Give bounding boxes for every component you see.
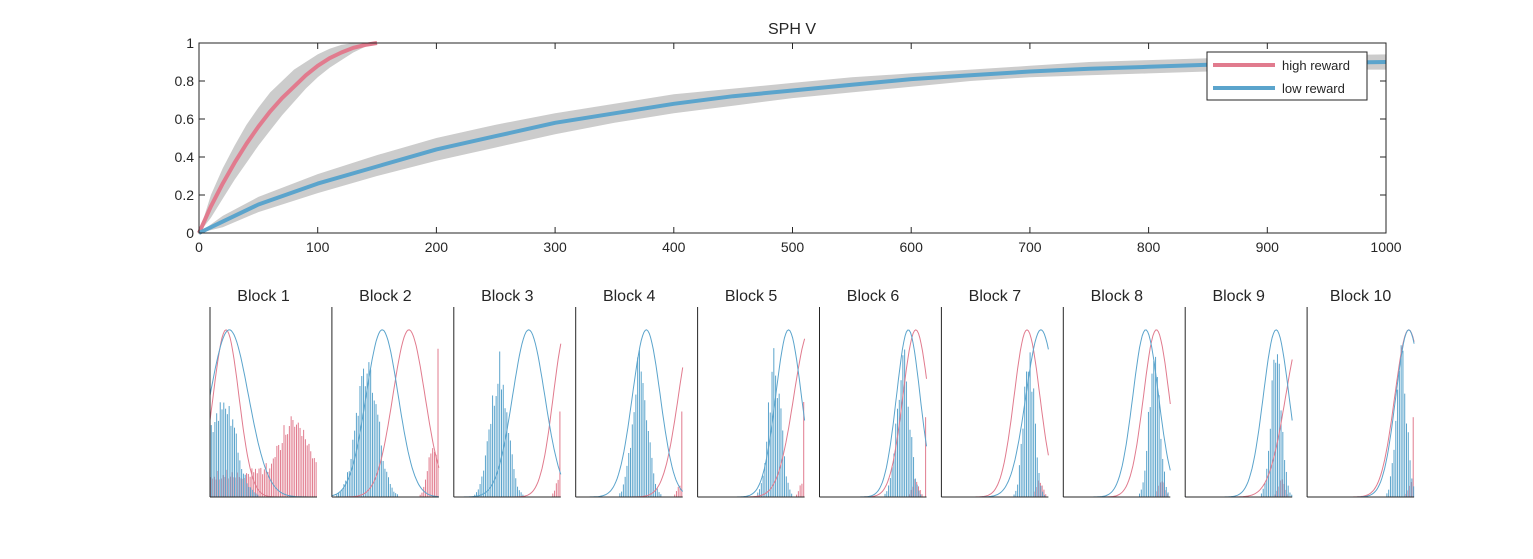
block-panels: Block 1 Block 2 Block 3 Block 4 Block 5 Block… bbox=[209, 288, 1415, 498]
block-panel: Block 4 bbox=[575, 288, 684, 498]
y-tick-label: 0.8 bbox=[175, 73, 195, 89]
block-panel: Block 2 bbox=[331, 288, 440, 498]
block-panel: Block 3 bbox=[453, 288, 562, 498]
x-tick-label: 100 bbox=[306, 239, 330, 255]
x-tick-label: 1000 bbox=[1370, 239, 1401, 255]
legend-label-high-reward: high reward bbox=[1282, 58, 1350, 73]
x-tick-label: 400 bbox=[662, 239, 686, 255]
x-tick-label: 700 bbox=[1018, 239, 1042, 255]
block-panel: Block 10 bbox=[1306, 288, 1415, 498]
x-tick-label: 200 bbox=[425, 239, 449, 255]
block-title: Block 2 bbox=[359, 288, 412, 305]
block-title: Block 5 bbox=[725, 288, 778, 305]
block-panel: Block 7 bbox=[940, 288, 1049, 498]
legend-label-low-reward: low reward bbox=[1282, 81, 1345, 96]
x-tick-label: 500 bbox=[781, 239, 805, 255]
fit-curve-low bbox=[697, 329, 806, 498]
x-tick-label: 300 bbox=[543, 239, 567, 255]
x-tick-label: 0 bbox=[195, 239, 203, 255]
series-line-low-reward bbox=[198, 60, 1387, 235]
y-tick-label: 0.2 bbox=[175, 187, 195, 203]
y-axis-ticks: 0 0.2 0.4 0.6 0.8 1 bbox=[175, 35, 1386, 241]
legend: high reward low reward bbox=[1206, 51, 1368, 101]
chart-title: SPH V bbox=[768, 21, 816, 38]
fit-curve-low bbox=[331, 329, 439, 498]
block-panel: Block 6 bbox=[819, 288, 927, 498]
y-tick-label: 0.4 bbox=[175, 149, 195, 165]
x-tick-label: 800 bbox=[1137, 239, 1161, 255]
x-tick-label: 600 bbox=[900, 239, 924, 255]
y-tick-label: 1 bbox=[186, 35, 194, 51]
y-tick-label: 0 bbox=[186, 225, 194, 241]
block-panel: Block 5 bbox=[697, 288, 806, 498]
block-title: Block 3 bbox=[481, 288, 534, 305]
block-title: Block 9 bbox=[1212, 288, 1265, 305]
series-lines bbox=[197, 41, 1387, 235]
block-title: Block 7 bbox=[969, 288, 1022, 305]
block-panel: Block 9 bbox=[1184, 288, 1293, 498]
band-high-reward bbox=[199, 43, 377, 233]
x-tick-label: 900 bbox=[1256, 239, 1280, 255]
y-tick-label: 0.6 bbox=[175, 111, 195, 127]
main-chart: SPH V 0 100 200 300 400 500 600 700 800 900 1000 0… bbox=[175, 21, 1402, 255]
fit-curve-high bbox=[697, 338, 806, 498]
series-line-high-reward bbox=[197, 41, 378, 234]
block-title: Block 6 bbox=[847, 288, 900, 305]
block-panel: Block 8 bbox=[1062, 288, 1171, 498]
legend-box bbox=[1206, 51, 1368, 101]
block-title: Block 1 bbox=[237, 288, 290, 305]
block-title: Block 8 bbox=[1091, 288, 1144, 305]
block-title: Block 10 bbox=[1330, 288, 1391, 305]
block-panel: Block 1 bbox=[209, 288, 317, 498]
block-title: Block 4 bbox=[603, 288, 656, 305]
x-axis-ticks: 0 100 200 300 400 500 600 700 800 900 1000 bbox=[195, 43, 1402, 255]
